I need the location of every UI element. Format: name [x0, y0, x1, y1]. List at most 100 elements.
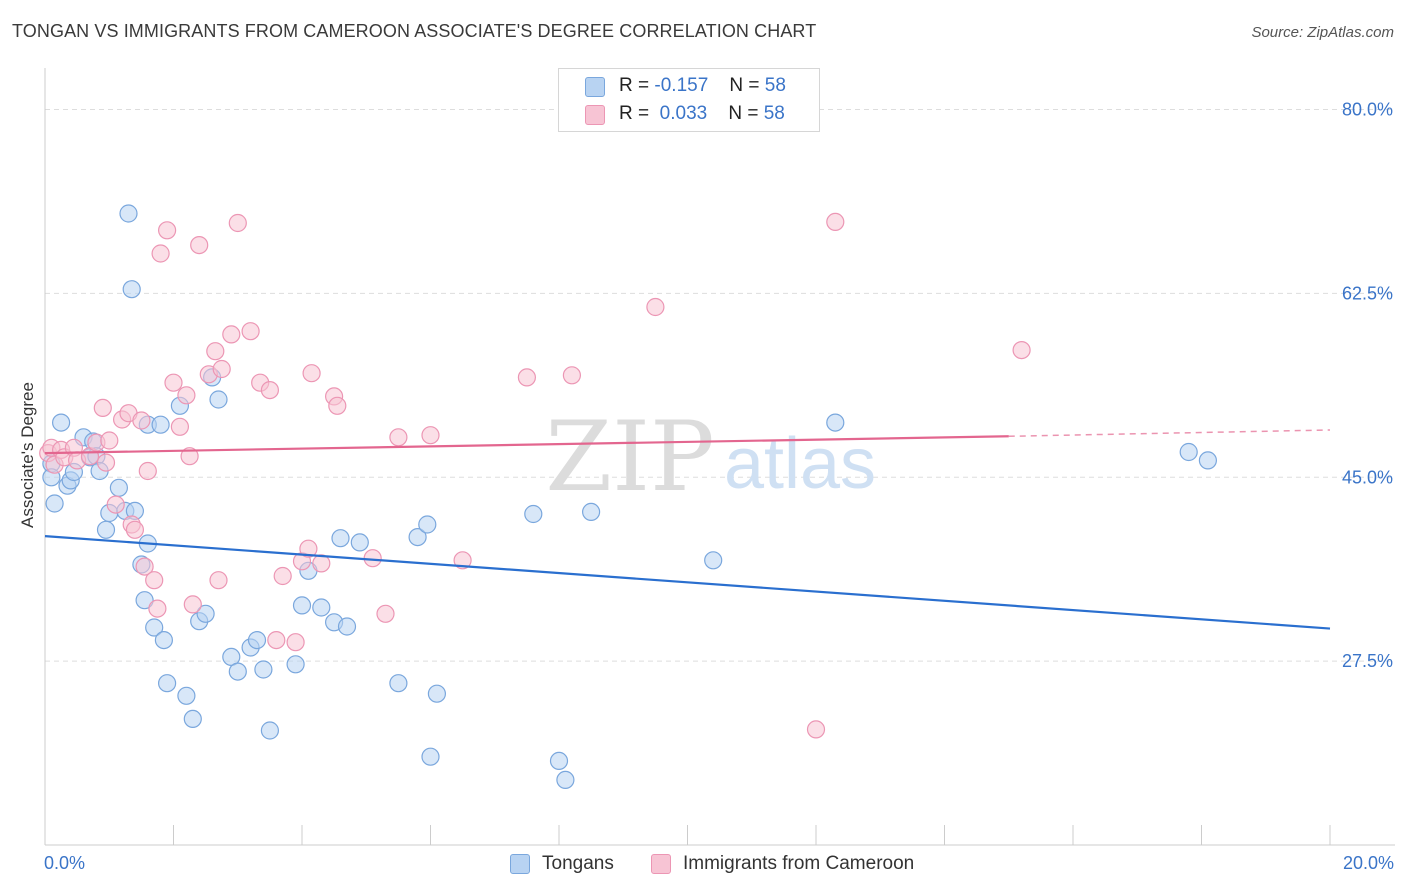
cameroon-point [180, 447, 199, 466]
tongans-point [183, 709, 202, 729]
cameroon-point [273, 566, 292, 586]
tongans-point [196, 604, 215, 623]
cameroon-point [164, 373, 183, 392]
cameroon-point [1012, 341, 1031, 360]
cameroon-point [453, 551, 472, 570]
cameroon-point [222, 325, 241, 344]
tongans-point [418, 515, 437, 534]
tick-labels: 27.5% 45.0% 62.5% 80.0% 0.0% 20.0% [44, 100, 1394, 873]
cameroon-point [151, 244, 170, 263]
tongans-point [154, 630, 173, 650]
cameroon-point [646, 297, 665, 317]
grid [45, 109, 1395, 662]
legend-n-value: 58 [763, 103, 785, 124]
legend-swatch-pink [585, 105, 605, 125]
y-tick-label: 62.5% [1342, 283, 1393, 303]
bottom-legend-cameroon: Immigrants from Cameroon [651, 852, 951, 876]
tongans-point [145, 618, 164, 637]
legend-n-label: N = [729, 75, 760, 96]
cameroon-point [190, 236, 209, 255]
tongans-point [312, 598, 331, 617]
cameroon-point [228, 213, 247, 233]
tongans-point [389, 674, 408, 693]
cameroon-point [158, 221, 177, 240]
tongans-point [254, 660, 273, 679]
tongans-point [135, 591, 154, 610]
cameroon-point [212, 359, 231, 379]
tongans-point [286, 655, 305, 674]
cameroon-trend-line-extension [1008, 429, 1331, 438]
tongans-point [408, 527, 427, 547]
cameroon-trend-line [44, 435, 1009, 455]
cameroon-point [421, 426, 440, 445]
cameroon-point [299, 539, 318, 558]
cameroon-point [93, 398, 112, 417]
bottom-legend-label: Tongans [542, 853, 614, 874]
cameroon-point [106, 495, 125, 514]
tongans-point [524, 504, 543, 524]
y-tick-label: 27.5% [1342, 651, 1393, 671]
chart-title: TONGAN VS IMMIGRANTS FROM CAMEROON ASSOC… [12, 21, 817, 41]
tongans-point [209, 390, 228, 409]
tongans-point [247, 630, 267, 650]
tongans-point [260, 721, 279, 740]
tongans-point [228, 662, 247, 681]
cameroon-point [517, 368, 537, 387]
cameroon-point [286, 633, 305, 652]
tongans-point [581, 502, 601, 521]
cameroon-point [826, 212, 845, 231]
cameroon-point [209, 571, 228, 590]
cameroon-point [562, 366, 582, 385]
watermark: ZIP atlas [545, 401, 876, 513]
tongans-point [177, 686, 196, 705]
tongans-point [45, 494, 64, 513]
x-tick-label: 0.0% [44, 853, 85, 873]
tongans-point [350, 533, 369, 552]
points [39, 204, 1218, 790]
legend-n-value: 58 [764, 75, 786, 96]
source-label: Source: ZipAtlas.com [1251, 24, 1394, 41]
cameroon-point [389, 428, 408, 447]
cameroon-point [177, 386, 196, 405]
cameroon-point [267, 630, 286, 650]
tongans-point [427, 684, 446, 703]
tongans-point [119, 204, 138, 223]
watermark-atlas: atlas [724, 424, 876, 504]
bottom-legend-label: Immigrants from Cameroon [683, 853, 915, 874]
stats-legend: R = -0.157 N = 58 R = 0.033 N = 58 [558, 68, 820, 132]
cameroon-point [183, 595, 202, 614]
tongans-point [158, 674, 177, 693]
tongans-point [122, 280, 141, 299]
cameroon-point [260, 381, 279, 400]
y-tick-label: 45.0% [1342, 467, 1393, 487]
cameroon-point [138, 461, 157, 481]
tongans-point [51, 413, 71, 432]
trend-lines [44, 429, 1331, 630]
cameroon-point [135, 557, 154, 576]
cameroon-point [145, 571, 164, 590]
tongans-point [292, 596, 312, 615]
cameroon-point [328, 396, 347, 415]
tongans-point [826, 413, 845, 432]
tongans-point [549, 751, 569, 771]
cameroon-point [148, 599, 167, 618]
tongans-point [704, 551, 723, 570]
tongans-trend-line [44, 535, 1331, 630]
cameroon-point [170, 417, 189, 436]
tongans-point [337, 617, 357, 636]
cameroon-point [125, 520, 144, 539]
legend-r-label: R = [619, 75, 650, 96]
cameroon-point [132, 411, 151, 430]
legend-r-value: 0.033 [659, 103, 708, 124]
cameroon-point [206, 342, 225, 361]
legend-r-value: -0.157 [654, 75, 709, 96]
legend-r-label: R = [619, 103, 650, 124]
tongans-point [331, 529, 350, 548]
bottom-legend-swatch-pink [651, 854, 671, 874]
cameroon-point [241, 322, 260, 341]
tongans-point [96, 520, 116, 539]
y-tick-label: 80.0% [1342, 100, 1393, 120]
tongans-point [109, 478, 129, 497]
x-tick-label: 20.0% [1343, 853, 1394, 873]
